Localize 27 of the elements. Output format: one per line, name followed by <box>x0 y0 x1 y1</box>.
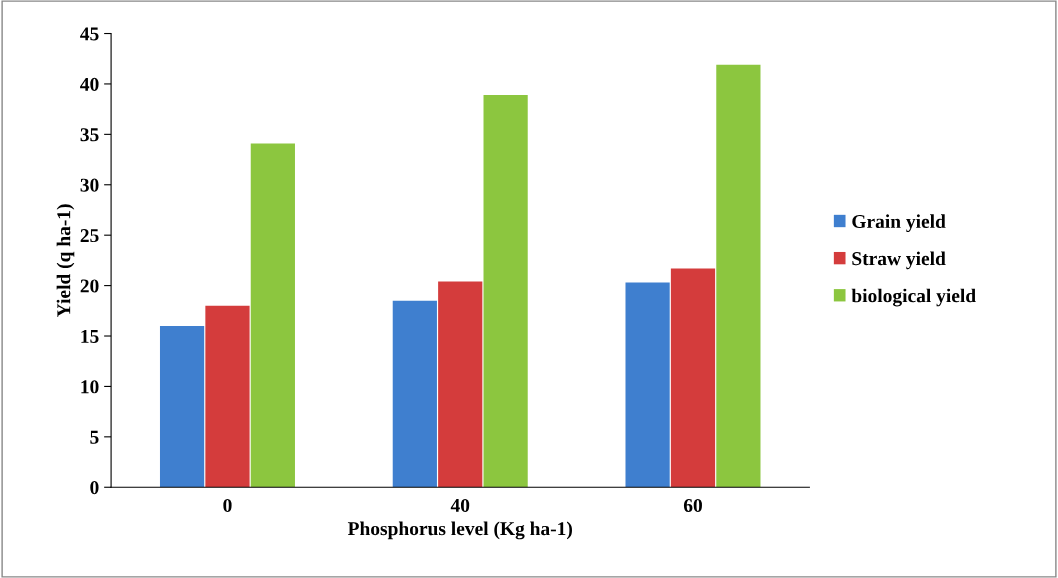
x-tick-label: 60 <box>683 498 702 513</box>
bar <box>250 143 295 488</box>
x-tick-label: 40 <box>450 498 470 513</box>
y-tick-label: 25 <box>80 229 99 243</box>
x-tick-label: 0 <box>223 498 232 513</box>
y-tick-label: 45 <box>80 27 99 41</box>
legend-label: Straw yield <box>852 251 946 270</box>
y-tick-label: 40 <box>80 77 99 91</box>
bar <box>670 268 716 488</box>
y-tick-label: 15 <box>81 329 99 343</box>
y-tick-label: 5 <box>90 430 99 444</box>
y-tick-label: 0 <box>90 481 99 495</box>
legend-label: biological yield <box>851 288 976 307</box>
bar <box>483 95 528 488</box>
bar <box>205 305 250 488</box>
y-tick-label: 35 <box>80 128 99 142</box>
y-tick-label: 20 <box>80 279 99 293</box>
bar <box>625 282 670 488</box>
y-tick-label: 30 <box>80 178 99 192</box>
legend-label: Grain yield <box>852 214 946 233</box>
y-tick-label: 10 <box>81 380 99 394</box>
bar <box>438 281 483 488</box>
x-axis-title: Phosphorus level (Kg ha-1) <box>347 521 572 540</box>
y-axis-title: Yield (q ha-1) <box>56 204 75 317</box>
bar <box>392 300 437 488</box>
bar <box>159 325 205 488</box>
bar <box>716 64 761 488</box>
